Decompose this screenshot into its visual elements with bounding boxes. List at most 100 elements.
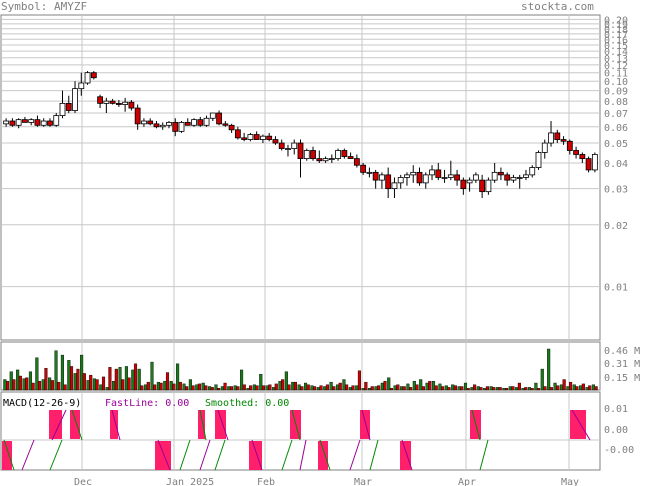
volume-bar (479, 387, 483, 391)
volume-bar (31, 382, 35, 391)
x-tick-label: Mar (354, 477, 372, 486)
volume-bar (306, 384, 310, 391)
volume-bar (63, 384, 67, 391)
volume-bar (291, 381, 295, 391)
candle-body (72, 88, 78, 111)
volume-bar (114, 368, 118, 391)
candle-body (385, 174, 392, 190)
volume-bar (195, 384, 199, 391)
candle-body (328, 158, 335, 161)
candle-body (322, 158, 329, 162)
candle-body (122, 101, 129, 105)
volume-tick-label: 0.15 M (604, 373, 640, 384)
volume-bar (233, 385, 237, 391)
candle-body (485, 179, 492, 193)
candle-body (360, 164, 367, 173)
volume-bar (261, 385, 266, 391)
x-tick-label: Apr (458, 477, 476, 486)
volume-bar (201, 382, 205, 391)
price-tick-label: 0.18 (604, 25, 628, 36)
price-tick-label: 0.15 (604, 41, 628, 52)
volume-bar (57, 381, 61, 391)
candle-body (554, 132, 561, 140)
candle-body (347, 156, 354, 160)
price-tick-label: 0.08 (604, 97, 628, 108)
volume-bar (252, 384, 256, 391)
candle-body (153, 123, 160, 128)
site-label[interactable]: stockta.com (521, 0, 594, 13)
volume-bar (281, 379, 285, 391)
macd-tick-label: 0.00 (604, 425, 628, 436)
candle-body (341, 150, 348, 157)
candle-body (278, 142, 285, 149)
candle-body (97, 96, 103, 104)
price-tick-label: 0.02 (604, 221, 628, 232)
volume-bar (383, 381, 387, 391)
volume-bar (547, 348, 551, 391)
volume-bar (562, 379, 566, 391)
candle-body (435, 169, 442, 178)
volume-bar (223, 382, 227, 391)
candle-body (573, 150, 579, 155)
volume-bar (67, 360, 71, 391)
price-panel-frame (0, 14, 601, 341)
macd-signal-bar (318, 441, 328, 470)
volume-bar (22, 378, 26, 391)
candle-body (335, 150, 341, 160)
candle-body (535, 152, 542, 168)
candle-body (191, 119, 197, 126)
volume-bar (521, 388, 525, 391)
price-tick-label: 0.14 (604, 47, 628, 58)
volume-bar (159, 382, 163, 391)
macd-line (319, 439, 331, 471)
volume-bar (537, 388, 541, 391)
volume-bar (191, 385, 195, 391)
volume-bar (389, 388, 393, 391)
candle-body (454, 174, 460, 181)
volume-bar (246, 388, 250, 391)
candle-body (147, 120, 154, 125)
price-tick-label: 0.10 (604, 77, 628, 88)
volume-bar (438, 383, 442, 391)
volume-bar (370, 386, 374, 391)
macd-line (214, 439, 226, 471)
volume-bar (345, 384, 349, 391)
volume-bar (293, 381, 298, 391)
macd-line (369, 439, 379, 471)
macd-legend-label: FastLine: 0.00 (105, 398, 189, 409)
volume-bar (351, 385, 355, 391)
volume-bar (265, 385, 269, 391)
price-tick-label: 0.03 (604, 185, 628, 196)
volume-bar (451, 384, 455, 391)
candle-body (260, 135, 266, 140)
candle-body (109, 100, 116, 104)
volume-bar (364, 381, 368, 391)
macd-signal-bar (110, 410, 118, 439)
price-tick-label: 0.09 (604, 87, 628, 98)
macd-line (349, 439, 361, 471)
volume-bar (579, 385, 583, 391)
macd-signal-bar (400, 441, 411, 470)
volume-bar (335, 384, 340, 391)
volume-bar (108, 367, 112, 391)
volume-bar (549, 387, 553, 391)
volume-bar (197, 383, 202, 391)
candle-body (178, 122, 185, 132)
volume-bar (319, 385, 323, 391)
volume-bar (229, 386, 234, 391)
volume-bar (348, 387, 352, 391)
volume-bar (73, 373, 77, 391)
volume-bar (415, 384, 419, 391)
candle-body (47, 120, 53, 126)
candle-body (90, 72, 97, 79)
volume-bar (594, 386, 598, 391)
candle-body (53, 115, 60, 126)
volume-bar (361, 388, 365, 391)
macd-signal-bar (249, 441, 262, 470)
volume-bar (387, 377, 391, 391)
volume-bar (338, 382, 342, 391)
volume-bar (278, 381, 282, 391)
candle-body (197, 119, 204, 126)
macd-line (361, 409, 371, 441)
candle-body (159, 124, 166, 128)
